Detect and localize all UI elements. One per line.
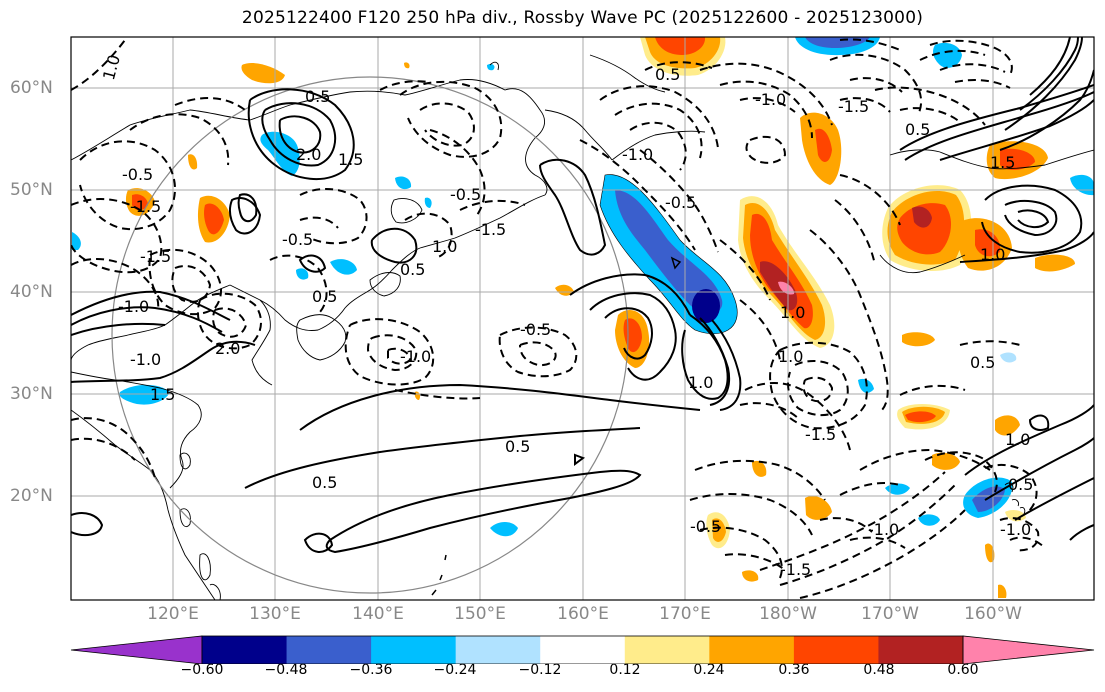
colorbar-tick-label: −0.36 <box>349 662 393 678</box>
lat-label: 30°N <box>10 384 53 404</box>
lat-label: 20°N <box>10 486 53 506</box>
colorbar-cell <box>455 636 541 664</box>
contour-label: -1.0 <box>130 350 161 369</box>
colorbar-outline <box>201 635 964 664</box>
colorbar-tick-label: −0.48 <box>264 662 308 678</box>
contour-label: 0.5 <box>505 437 530 456</box>
colorbar-cell <box>878 636 964 664</box>
colorbar-cell <box>709 636 795 664</box>
contour-label: -1.5 <box>805 425 836 444</box>
contour-label: 0.5 <box>312 473 337 492</box>
negative-contours <box>71 38 1046 599</box>
lon-label: 130°E <box>249 604 301 624</box>
colorbar-tick-label: −0.24 <box>433 662 477 678</box>
contour-label: 1.0 <box>432 237 457 256</box>
lat-label: 50°N <box>10 180 53 200</box>
contour-label: -1.0 <box>868 520 899 539</box>
colorbar-cell <box>624 636 710 664</box>
contour-label: 2.0 <box>296 145 321 164</box>
contour-label: -1.5 <box>780 560 811 579</box>
lon-label: 180°W <box>759 604 817 624</box>
contour-label: -1.0 <box>118 297 149 316</box>
contour-label: -1.0 <box>622 145 653 164</box>
colorbar-tick-label: 0.24 <box>693 662 725 678</box>
lon-label: 170°E <box>659 604 711 624</box>
misc-contours <box>431 256 682 596</box>
lon-label: 140°E <box>352 604 404 624</box>
colorbar-cell <box>371 636 457 664</box>
colorbar-cell <box>70 635 203 664</box>
lon-label: 160°E <box>557 604 609 624</box>
colorbar-tick-label: 0.60 <box>947 662 979 678</box>
colorbar-cell <box>540 636 626 664</box>
colorbar-tick-label: 0.48 <box>863 662 895 678</box>
contour-label: -0.5 <box>122 165 153 184</box>
positive-contours <box>71 37 1094 554</box>
region-circle <box>111 76 629 594</box>
contour-label: -1.5 <box>838 97 869 116</box>
lon-label: 160°W <box>964 604 1022 624</box>
contour-label: 1.0 <box>980 245 1005 264</box>
contour-label: 1.0 <box>780 303 805 322</box>
contour-label: -0.5 <box>450 185 481 204</box>
colorbar-cell <box>202 636 288 664</box>
colorbar-cell <box>286 636 372 664</box>
contour-label-group: 1.0 0.5 2.0 1.5 -1.5 -0.5 -1.0 -0.5 2.0 … <box>99 53 1033 579</box>
contour-label: -0.5 <box>520 320 551 339</box>
contour-label: -1.5 <box>475 220 506 239</box>
colorbar <box>70 635 1095 664</box>
map-title: 2025122400 F120 250 hPa div., Rossby Wav… <box>241 8 924 28</box>
colorbar-tick-label: 0.36 <box>778 662 810 678</box>
divergence-shading <box>72 37 1094 598</box>
contour-label: -1.0 <box>400 347 431 366</box>
lon-label: 150°E <box>454 604 506 624</box>
contour-label: 1.5 <box>990 153 1015 172</box>
contour-label: -1.0 <box>1000 520 1031 539</box>
colorbar-cell <box>962 635 1095 664</box>
contour-label: 1.5 <box>150 385 175 404</box>
contour-label: -1.5 <box>140 247 171 266</box>
contour-label: 1.0 <box>778 347 803 366</box>
contour-label: -1.5 <box>130 197 161 216</box>
colorbar-cell <box>793 636 879 664</box>
colorbar-tick-label: −0.60 <box>180 662 224 678</box>
contour-label: -0.5 <box>282 230 313 249</box>
map-frame <box>70 36 1095 601</box>
contour-label: 1.0 <box>688 373 713 392</box>
lon-label: 120°E <box>147 604 199 624</box>
contour-label: 0.5 <box>305 87 330 106</box>
graticule <box>71 37 1094 600</box>
contour-label: 0.5 <box>655 65 680 84</box>
lon-label: 170°W <box>861 604 919 624</box>
colorbar-tick-label: 0.12 <box>609 662 641 678</box>
contour-label: 0.5 <box>970 353 995 372</box>
contour-label: 0.5 <box>312 287 337 306</box>
contour-label: 0.5 <box>905 120 930 139</box>
contour-label: 1.0 <box>99 53 124 83</box>
contour-label: 0.5 <box>400 260 425 279</box>
contour-label: 0.5 <box>1008 475 1033 494</box>
contour-label: 2.0 <box>215 339 240 358</box>
contour-label: -0.5 <box>665 193 696 212</box>
lat-label: 60°N <box>10 78 53 98</box>
lat-label: 40°N <box>10 282 53 302</box>
colorbar-tick-label: −0.12 <box>518 662 562 678</box>
contour-label: -0.5 <box>690 517 721 536</box>
contour-label: -1.0 <box>755 90 786 109</box>
contour-label: 1.5 <box>338 150 363 169</box>
contour-label: 1.0 <box>1005 430 1030 449</box>
